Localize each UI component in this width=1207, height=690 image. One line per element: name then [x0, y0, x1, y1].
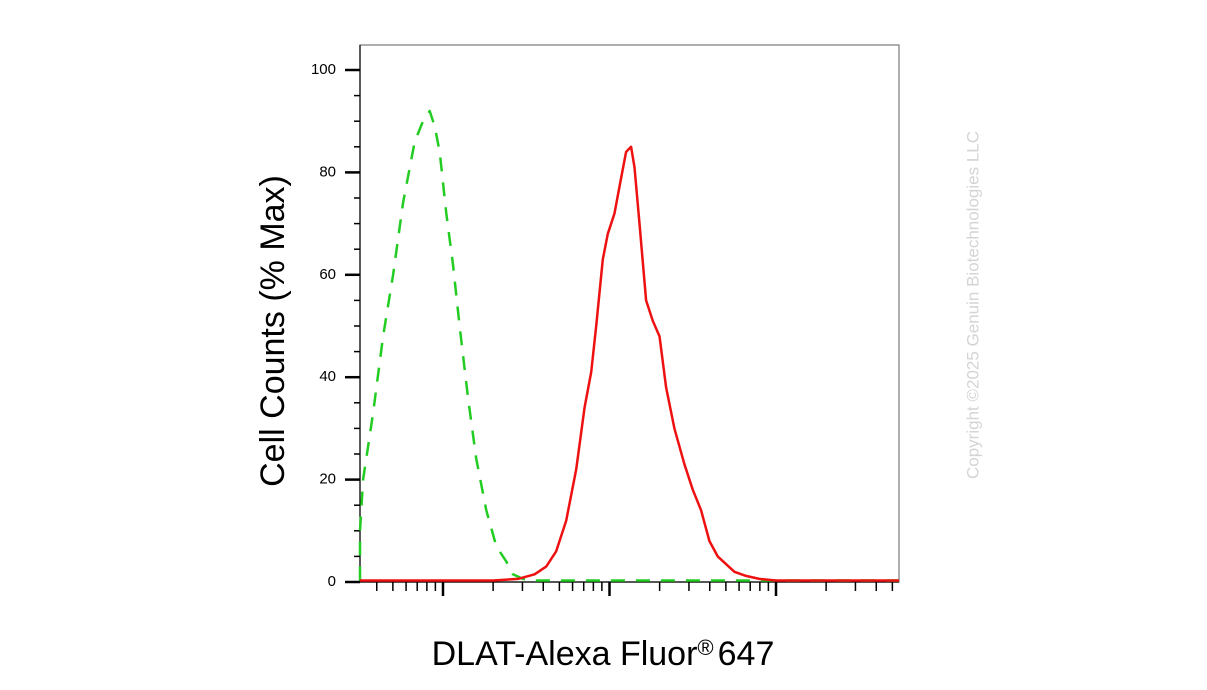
x-axis-title-main: DLAT-Alexa Fluor — [432, 635, 698, 673]
y-axis-title: Cell Counts (% Max) — [254, 175, 292, 487]
y-tick-label: 100 — [311, 61, 336, 78]
sample-histogram-line — [360, 145, 899, 582]
x-axis-title-registered: ® — [697, 635, 713, 660]
x-axis-title-number: 647 — [718, 635, 775, 673]
copyright-watermark: Copyright ©2025 Genuin Biotechnologies L… — [963, 131, 982, 479]
series-layer — [358, 109, 899, 582]
plot-frame — [359, 44, 900, 583]
y-tick-label: 80 — [319, 163, 336, 180]
y-tick-label: 20 — [319, 471, 336, 488]
control-histogram-line — [358, 109, 899, 582]
y-axis: 0 20 40 60 80 100 — [311, 45, 361, 590]
y-tick-label: 60 — [319, 266, 336, 283]
x-axis-title: DLAT-Alexa Fluor® 647 — [432, 635, 775, 673]
y-tick-label: 0 — [328, 573, 336, 590]
x-axis — [345, 581, 899, 596]
y-tick-label: 40 — [319, 368, 336, 385]
